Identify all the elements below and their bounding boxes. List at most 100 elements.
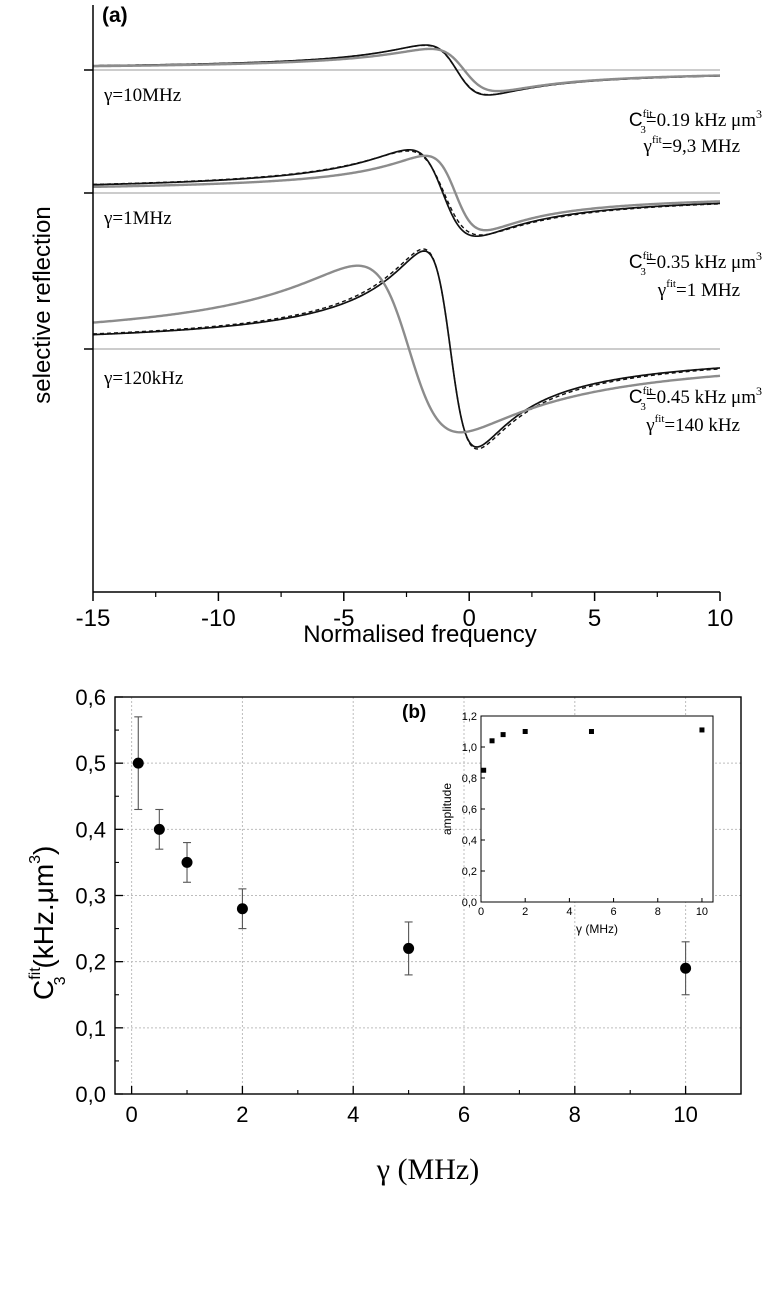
inset-data-points xyxy=(481,727,705,773)
x-tick-label-0: 0 xyxy=(125,1102,137,1127)
data-point-1 xyxy=(153,823,165,835)
inset-point-3 xyxy=(522,729,528,734)
fit-c3-label-2: Cfit 3=0.35 kHz μm3 xyxy=(629,249,762,278)
x-axis-label: Normalised frequency xyxy=(303,621,536,648)
x-axis-label-gamma: γ (MHz) xyxy=(376,1153,479,1186)
y-tick-label-1: 0,1 xyxy=(75,1016,106,1041)
y-tick-label-4: 0,4 xyxy=(75,817,106,842)
fit-gamma-label-3: γfit=140 kHz xyxy=(645,413,740,436)
y-tick-label-6: 0,6 xyxy=(75,685,106,710)
inset-y-tick-label-4: 0,8 xyxy=(462,773,477,785)
inset-point-5 xyxy=(699,727,705,733)
x-tick-label-4: 5 xyxy=(588,605,601,632)
baselines xyxy=(93,69,720,350)
c3-sup-3: 3 xyxy=(756,249,762,263)
c3-sub-3: 3 xyxy=(640,266,646,278)
c3-sup-3: 3 xyxy=(756,384,762,398)
inset-x-tick-label-5: 10 xyxy=(696,906,708,918)
x-ticks: -15 -10 -5 0 5 10 xyxy=(76,592,734,632)
y-tick-label-5: 0,5 xyxy=(75,751,106,776)
panel-b-label: (b) xyxy=(402,702,426,723)
data-points xyxy=(132,716,692,996)
x-tick-label-5: 10 xyxy=(707,605,734,632)
x-tick-label-5: 10 xyxy=(673,1102,697,1127)
y-label-close: ) xyxy=(28,846,59,855)
curve-trace3-solid-gray xyxy=(92,264,721,434)
gamma-fit-letter: γ xyxy=(643,136,652,157)
inset-x-tick-label-3: 6 xyxy=(611,906,617,918)
inset-y-tick-label-2: 0,4 xyxy=(462,835,477,847)
y-label-sup3: 3 xyxy=(27,855,44,864)
x-ticks: 0 2 4 6 8 10 xyxy=(125,1086,742,1127)
curve-trace2-solid-gray xyxy=(92,154,721,232)
inset-y-axis-label: amplitude xyxy=(440,783,454,835)
curve-trace1-solid-gray xyxy=(92,47,721,93)
x-tick-label-3: 0 xyxy=(463,605,476,632)
c3-sub-3: 3 xyxy=(640,124,646,136)
c3-fit-sup: fit xyxy=(643,250,653,262)
x-tick-label-1: -10 xyxy=(201,605,236,632)
inset-point-2 xyxy=(500,732,506,738)
c3-letter: C xyxy=(629,110,643,131)
fit-c3-label-3: Cfit 3=0.45 kHz μm3 xyxy=(629,384,762,413)
gamma-fit-sup: fit xyxy=(666,278,676,290)
c3-value: =0.35 kHz μm xyxy=(646,252,756,273)
gamma-fit-value: =1 MHz xyxy=(676,280,740,301)
gamma-label-1: γ=10MHz xyxy=(103,85,181,106)
inset-point-0 xyxy=(481,767,487,773)
inset-x-tick-label-0: 0 xyxy=(478,906,484,918)
inset-point-1 xyxy=(489,738,495,744)
inset-chart: 0 2 4 6 8 10 0,0 0,2 0,4 0,6 0,8 1,0 1,2 γ (MHz) am… xyxy=(440,711,714,936)
x-tick-label-0: -15 xyxy=(76,605,111,632)
panel-b: 0 2 4 6 8 10 0,0 0,1 0,2 0,3 0,4 0,5 0,6 γ (MHz) Cf… xyxy=(27,685,742,1186)
fit-c3-label-1: Cfit 3=0.19 kHz μm3 xyxy=(629,107,762,136)
inset-x-axis-label: γ (MHz) xyxy=(576,922,618,936)
curve-trace3-dashed-black xyxy=(92,248,721,450)
x-tick-label-3: 6 xyxy=(458,1102,470,1127)
inset-y-tick-label-0: 0,0 xyxy=(462,897,477,909)
inset-y-ticks: 0,0 0,2 0,4 0,6 0,8 1,0 1,2 xyxy=(462,711,485,909)
c3-value: =0.19 kHz μm xyxy=(646,110,756,131)
inset-y-tick-label-3: 0,6 xyxy=(462,804,477,816)
curve-trace2-dashed-black xyxy=(92,150,721,236)
x-tick-label-1: 2 xyxy=(236,1102,248,1127)
gamma-label-2: γ=1MHz xyxy=(103,208,172,229)
data-point-3 xyxy=(236,903,248,915)
c3-fit-sup: fit xyxy=(643,385,653,397)
y-axis-label: Cfit 3 (kHz.μm3) xyxy=(27,846,69,1000)
gamma-fit-value: =140 kHz xyxy=(664,415,740,436)
x-tick-label-2: -5 xyxy=(333,605,354,632)
c3-letter: C xyxy=(629,387,643,408)
inset-y-tick-label-1: 0,2 xyxy=(462,866,477,878)
data-point-0 xyxy=(132,757,144,769)
c3-fit-sup: fit xyxy=(643,108,653,120)
gamma-fit-letter: γ xyxy=(645,415,654,436)
c3-sup-3: 3 xyxy=(756,107,762,121)
x-tick-label-4: 8 xyxy=(569,1102,581,1127)
inset-frame xyxy=(480,715,714,903)
panel-a: (a) -15 -10 -5 0 5 10 Normalised frequency se… xyxy=(29,4,762,648)
curve-trace2-solid-black xyxy=(92,148,721,238)
fit-gamma-label-1: γfit=9,3 MHz xyxy=(643,134,740,157)
y-ticks xyxy=(84,69,93,350)
data-point-2 xyxy=(181,856,193,868)
inset-point-4 xyxy=(588,729,594,734)
gamma-fit-letter: γ xyxy=(657,280,666,301)
trace-curves xyxy=(92,44,721,450)
x-tick-label-2: 4 xyxy=(347,1102,359,1127)
curve-trace3-solid-black xyxy=(92,250,721,448)
y-label-c: C xyxy=(28,980,59,1000)
gamma-fit-value: =9,3 MHz xyxy=(662,136,740,157)
inset-x-tick-label-2: 4 xyxy=(566,906,572,918)
gamma-fit-sup: fit xyxy=(655,413,665,425)
c3-letter: C xyxy=(629,252,643,273)
inset-x-tick-label-1: 2 xyxy=(522,906,528,918)
panel-a-label: (a) xyxy=(102,4,128,27)
inset-y-tick-label-5: 1,0 xyxy=(462,742,477,754)
x-axis-label: γ (MHz) xyxy=(376,1153,479,1186)
y-label-fit: fit xyxy=(27,967,44,980)
c3-sub-3: 3 xyxy=(640,401,646,413)
gamma-label-3: γ=120kHz xyxy=(103,368,183,389)
y-axis-label: selective reflection xyxy=(29,206,56,403)
